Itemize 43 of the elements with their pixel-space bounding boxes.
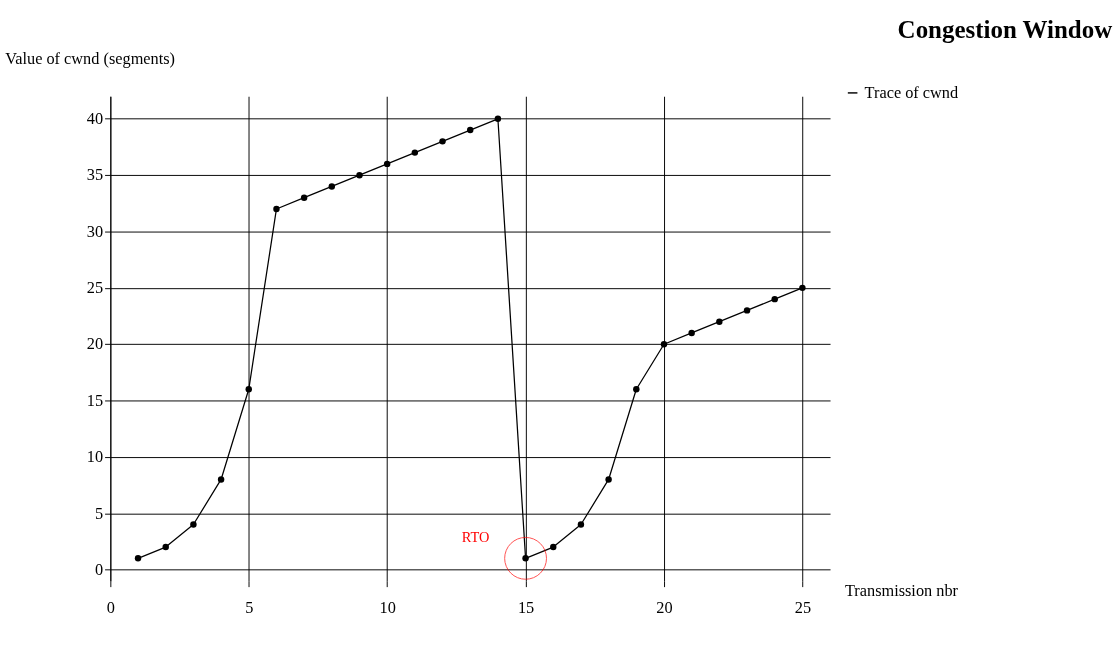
point [383, 160, 391, 168]
y-tick-label: 25 [86, 278, 104, 298]
point [300, 194, 308, 201]
text: Congestion Window [897, 15, 1113, 43]
point [743, 307, 751, 314]
point [771, 295, 778, 303]
y-tick-label: 15 [86, 390, 104, 410]
point [494, 115, 502, 123]
y-tick-label: 20 [86, 334, 104, 354]
point [217, 476, 225, 483]
point [134, 555, 142, 562]
point [356, 171, 363, 179]
point [162, 543, 169, 551]
x-tick-label: 10 [379, 598, 396, 618]
x-tick-label: 15 [517, 598, 535, 618]
point [688, 329, 695, 337]
point [411, 149, 419, 156]
y-tick-label: 5 [95, 503, 104, 523]
x-axis-title: Transmission nbr [844, 580, 959, 600]
point [467, 126, 474, 134]
point [633, 386, 640, 393]
legend-label: Trace of cwnd [864, 82, 959, 102]
point [716, 318, 723, 325]
y-axis-title: Value of cwnd (segments) [5, 49, 175, 69]
point [605, 476, 612, 483]
point [660, 340, 668, 348]
x-tick-label: 5 [245, 598, 254, 618]
point [245, 386, 252, 393]
y-tick-label: 10 [86, 447, 104, 467]
point [550, 543, 557, 551]
y-tick-label: 35 [86, 165, 104, 185]
annotation: RTO [461, 529, 490, 546]
x-tick-label: 20 [656, 598, 673, 618]
point [273, 205, 280, 213]
y-tick-label: 40 [86, 109, 104, 129]
point [328, 183, 336, 190]
x-tick-label: 25 [794, 598, 812, 618]
point [439, 138, 446, 145]
y-tick-label: 0 [95, 559, 104, 579]
y-tick-label: 30 [86, 221, 104, 241]
point [190, 521, 197, 528]
point [577, 521, 585, 528]
point [799, 284, 806, 292]
